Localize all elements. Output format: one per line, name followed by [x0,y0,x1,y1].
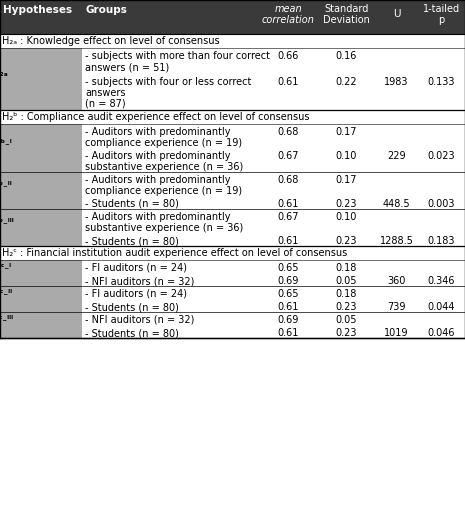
Text: Hypotheses: Hypotheses [3,5,72,15]
Text: 360: 360 [387,276,405,286]
Text: 0.61: 0.61 [277,328,299,338]
Text: Standard: Standard [324,4,369,14]
Text: - Auditors with predominantly: - Auditors with predominantly [85,175,231,185]
Text: correlation: correlation [261,15,314,25]
Text: compliance experience (n = 19): compliance experience (n = 19) [85,138,242,148]
Text: 0.23: 0.23 [336,328,357,338]
Text: 0.046: 0.046 [428,328,455,338]
Text: 0.67: 0.67 [277,151,299,161]
Text: H₂ₐ : Knowledge effect on level of consensus: H₂ₐ : Knowledge effect on level of conse… [2,36,219,46]
Text: 1983: 1983 [384,77,409,87]
Bar [0,0,465,34]
Text: Groups: Groups [85,5,127,15]
Text: 0.65: 0.65 [277,263,299,273]
Text: 0.69: 0.69 [277,276,299,286]
Text: U: U [393,9,400,19]
Bar [0,260,82,286]
Text: p: p [438,15,445,25]
Text: 0.183: 0.183 [428,236,455,246]
Text: - Students (n = 80): - Students (n = 80) [85,302,179,312]
Text: H₂ᶜ₋ᴵᴵᴵ: H₂ᶜ₋ᴵᴵᴵ [0,315,13,325]
Text: H₂ₐ: H₂ₐ [0,69,8,79]
Text: mean: mean [274,4,302,14]
Text: 0.17: 0.17 [336,127,357,137]
Text: (n = 87): (n = 87) [85,99,126,109]
Text: H₂ᵇ : Compliance audit experience effect on level of consensus: H₂ᵇ : Compliance audit experience effect… [2,112,310,122]
Bar [0,124,82,172]
Text: 0.133: 0.133 [428,77,455,87]
Text: H₂ᵇ₋ᴵ: H₂ᵇ₋ᴵ [0,139,11,147]
Text: 0.346: 0.346 [428,276,455,286]
Text: 0.66: 0.66 [277,51,299,61]
Text: 1-tailed: 1-tailed [423,4,460,14]
Text: - NFI auditors (n = 32): - NFI auditors (n = 32) [85,315,194,325]
Text: 0.18: 0.18 [336,263,357,273]
Text: 229: 229 [387,151,406,161]
Bar [0,110,465,124]
Text: 0.10: 0.10 [336,151,357,161]
Text: H₂ᵇ₋ᴵᴵ: H₂ᵇ₋ᴵᴵ [0,181,13,190]
Bar [0,312,82,338]
Text: 1288.5: 1288.5 [379,236,413,246]
Text: 0.68: 0.68 [277,127,299,137]
Text: 1019: 1019 [384,328,409,338]
Text: compliance experience (n = 19): compliance experience (n = 19) [85,186,242,196]
Text: - subjects with more than four correct: - subjects with more than four correct [85,51,270,61]
Text: H₂ᶜ : Financial institution audit experience effect on level of consensus: H₂ᶜ : Financial institution audit experi… [2,248,347,258]
Text: H₂ᶜ₋ᴵᴵ: H₂ᶜ₋ᴵᴵ [0,290,12,298]
Text: - Students (n = 80): - Students (n = 80) [85,199,179,209]
Text: 0.67: 0.67 [277,212,299,222]
Text: 0.023: 0.023 [428,151,455,161]
Text: 0.22: 0.22 [336,77,357,87]
Text: 0.05: 0.05 [336,315,357,325]
Text: - FI auditors (n = 24): - FI auditors (n = 24) [85,263,187,273]
Text: 0.003: 0.003 [428,199,455,209]
Bar [0,286,82,312]
Bar [0,48,82,110]
Text: substantive experience (n = 36): substantive experience (n = 36) [85,162,243,172]
Text: 739: 739 [387,302,406,312]
Bar [0,172,82,209]
Text: 0.23: 0.23 [336,236,357,246]
Text: 0.044: 0.044 [428,302,455,312]
Text: 0.05: 0.05 [336,276,357,286]
Text: 0.10: 0.10 [336,212,357,222]
Bar [0,246,465,260]
Text: 0.17: 0.17 [336,175,357,185]
Text: 0.18: 0.18 [336,289,357,299]
Text: 0.23: 0.23 [336,302,357,312]
Text: Deviation: Deviation [323,15,370,25]
Bar [0,34,465,48]
Text: 0.69: 0.69 [277,315,299,325]
Text: 0.68: 0.68 [277,175,299,185]
Text: H₂ᵇ₋ᴵᴵᴵ: H₂ᵇ₋ᴵᴵᴵ [0,218,13,227]
Text: 0.65: 0.65 [277,289,299,299]
Text: answers: answers [85,88,126,98]
Text: - FI auditors (n = 24): - FI auditors (n = 24) [85,289,187,299]
Bar [0,209,82,246]
Text: - Auditors with predominantly: - Auditors with predominantly [85,212,231,222]
Text: 0.23: 0.23 [336,199,357,209]
Text: - NFI auditors (n = 32): - NFI auditors (n = 32) [85,276,194,286]
Text: - Auditors with predominantly: - Auditors with predominantly [85,127,231,137]
Text: substantive experience (n = 36): substantive experience (n = 36) [85,223,243,233]
Text: 0.61: 0.61 [277,199,299,209]
Text: - subjects with four or less correct: - subjects with four or less correct [85,77,252,87]
Text: - Students (n = 80): - Students (n = 80) [85,328,179,338]
Text: 0.61: 0.61 [277,77,299,87]
Text: - Auditors with predominantly: - Auditors with predominantly [85,151,231,161]
Text: 0.61: 0.61 [277,236,299,246]
Text: answers (n = 51): answers (n = 51) [85,62,169,72]
Text: 448.5: 448.5 [383,199,410,209]
Text: - Students (n = 80): - Students (n = 80) [85,236,179,246]
Text: H₂ᶜ₋ᴵ: H₂ᶜ₋ᴵ [0,264,11,272]
Text: 0.61: 0.61 [277,302,299,312]
Text: 0.16: 0.16 [336,51,357,61]
